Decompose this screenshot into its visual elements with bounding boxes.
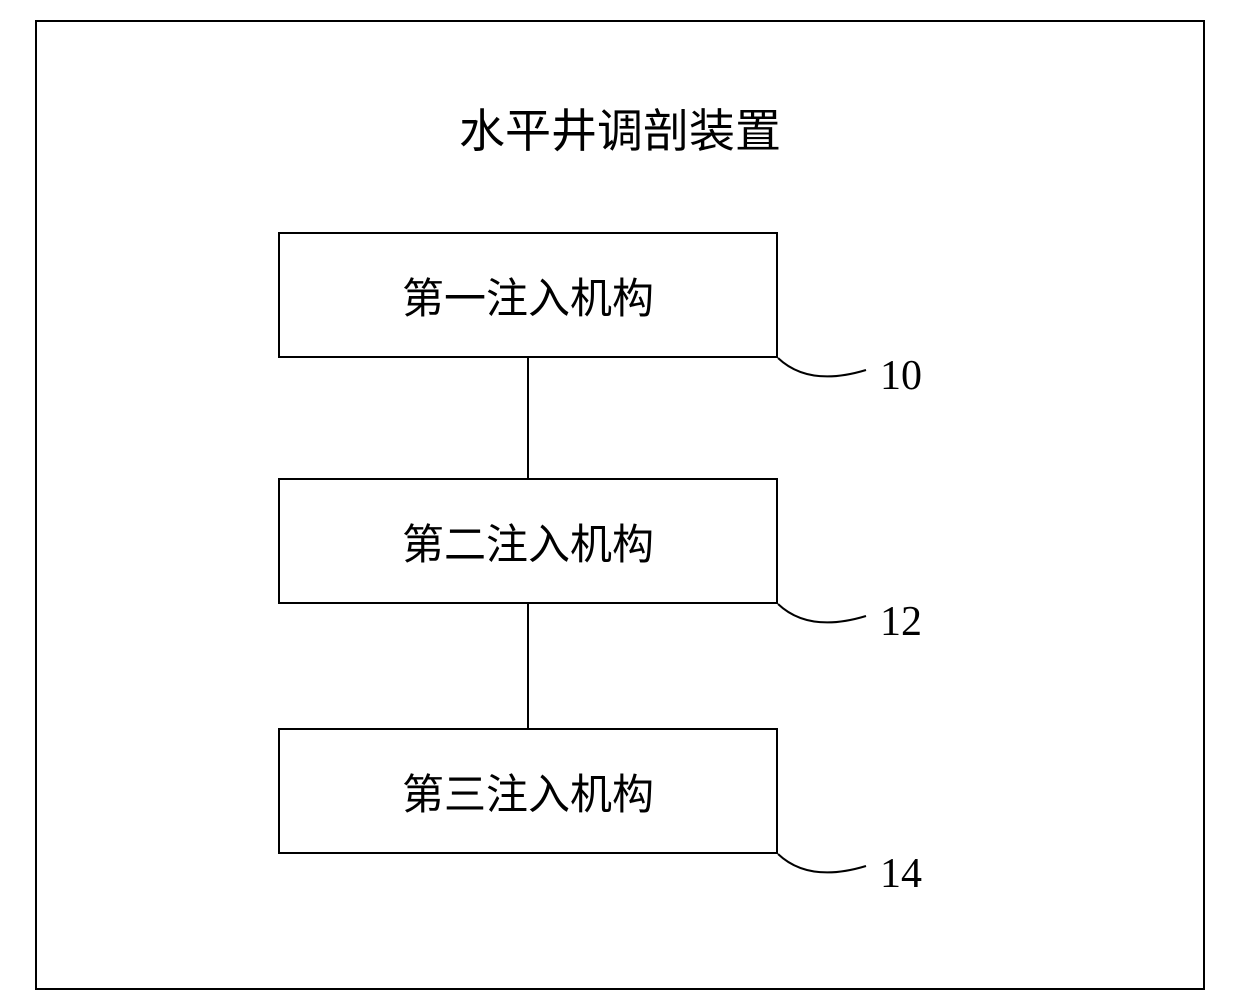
node-box-3: 第三注入机构 <box>278 728 778 854</box>
node-text-3: 第三注入机构 <box>402 761 654 822</box>
node-label-3: 14 <box>880 850 922 898</box>
node-box-1: 第一注入机构 <box>278 232 778 358</box>
node-box-2: 第二注入机构 <box>278 478 778 604</box>
label-curve-3 <box>768 824 876 886</box>
label-curve-1 <box>768 328 876 390</box>
label-curve-2 <box>768 574 876 636</box>
node-label-2: 12 <box>880 598 922 646</box>
node-text-2: 第二注入机构 <box>402 511 654 572</box>
diagram-title: 水平井调剖装置 <box>420 95 820 161</box>
connector-1-2 <box>527 358 529 478</box>
node-text-1: 第一注入机构 <box>402 265 654 326</box>
node-label-1: 10 <box>880 352 922 400</box>
connector-2-3 <box>527 604 529 728</box>
